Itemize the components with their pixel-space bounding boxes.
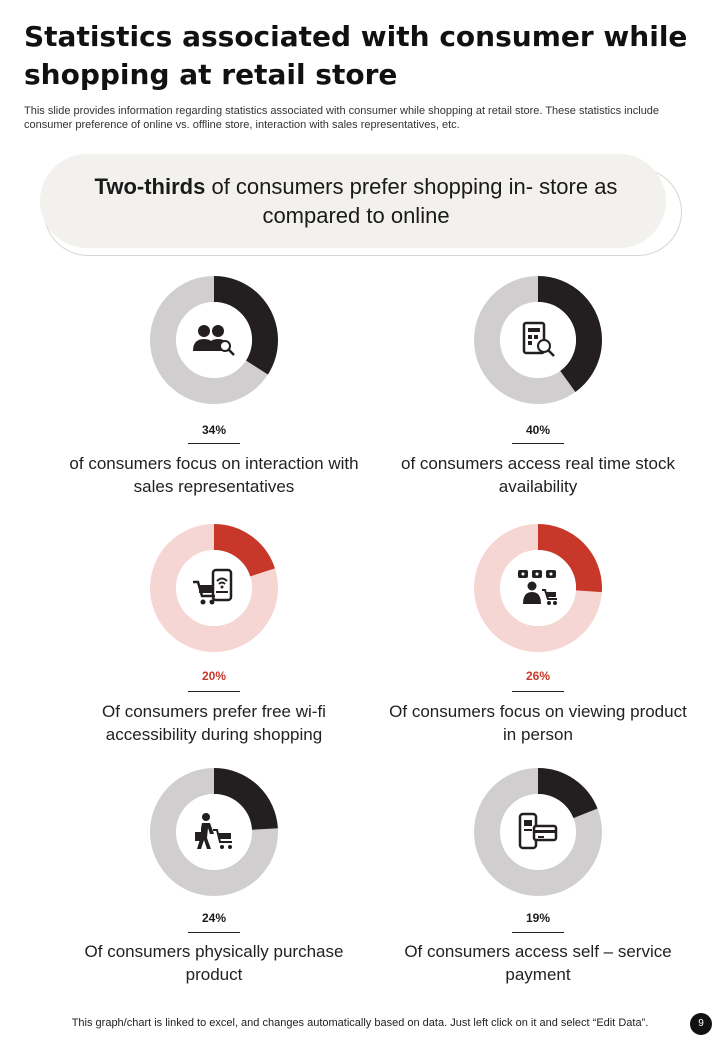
percent-label: 19% <box>525 911 551 925</box>
page-subtitle: This slide provides information regardin… <box>24 105 660 131</box>
percent-label: 34% <box>201 423 227 437</box>
stat-description: Of consumers access self – service payme… <box>404 942 672 984</box>
stat-description: Of consumers physically purchase product <box>84 942 344 984</box>
banner-bold-text: Two-thirds <box>94 174 206 199</box>
percent-underline <box>188 443 240 444</box>
donut-chart <box>474 276 602 404</box>
donut-center <box>500 302 576 378</box>
stat-description: of consumers focus on interaction with s… <box>69 454 359 496</box>
donut-value-slice <box>150 276 278 404</box>
mobile-payment-icon <box>508 802 568 862</box>
percent-label: 26% <box>525 669 551 683</box>
banner-fill <box>40 154 666 248</box>
percent-label: 20% <box>201 669 227 683</box>
donut-value-slice <box>150 524 278 652</box>
donut-chart <box>150 768 278 896</box>
people-search-icon <box>184 310 244 370</box>
page-number: 9 <box>690 1013 712 1035</box>
percent-underline <box>188 932 240 933</box>
wifi-cart-icon <box>184 558 244 618</box>
percent-underline <box>512 932 564 933</box>
banner-text: Two-thirds of consumers prefer shopping … <box>60 172 652 230</box>
percent-underline <box>188 691 240 692</box>
donut-center <box>176 794 252 870</box>
donut-center <box>500 550 576 626</box>
percent-label: 40% <box>525 423 551 437</box>
percent-underline <box>512 443 564 444</box>
stat-description: Of consumers prefer free wi-fi accessibi… <box>102 702 326 744</box>
stat-description: Of consumers focus on viewing product in… <box>389 702 687 744</box>
stock-check-icon <box>508 310 568 370</box>
footer-note: This graph/chart is linked to excel, and… <box>71 1017 649 1029</box>
donut-value-slice <box>474 276 602 404</box>
donut-value-slice <box>474 524 602 652</box>
percent-label: 24% <box>201 911 227 925</box>
donut-value-slice <box>150 768 278 896</box>
donut-value-slice <box>474 768 602 896</box>
person-cart-icon <box>184 802 244 862</box>
page-title: Statistics associated with consumer whil… <box>24 20 688 91</box>
donut-chart <box>474 524 602 652</box>
percent-underline <box>512 691 564 692</box>
banner-rest-text: of consumers prefer shopping in- store a… <box>205 174 618 228</box>
headline-banner: Two-thirds of consumers prefer shopping … <box>40 154 682 258</box>
shopper-cart-icon <box>508 558 568 618</box>
stat-description: of consumers access real time stock avai… <box>401 454 675 496</box>
